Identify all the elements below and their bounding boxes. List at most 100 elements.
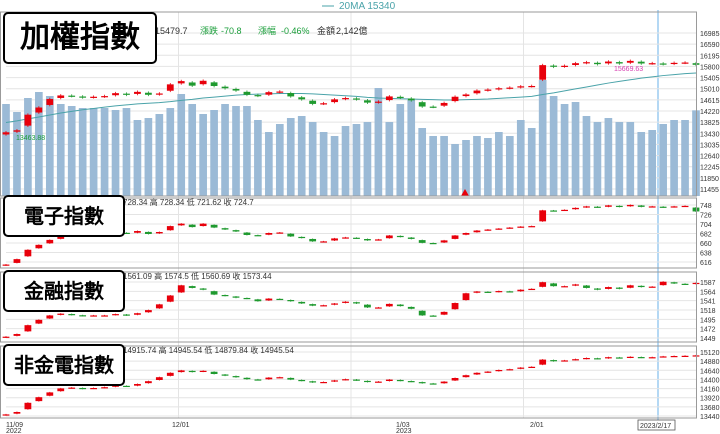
candle-body xyxy=(451,303,459,310)
candle-body xyxy=(681,62,689,64)
y-tick-label: 13035 xyxy=(700,142,720,149)
volume-bar xyxy=(89,108,98,196)
amount-label: 金額 xyxy=(317,25,335,36)
volume-bar xyxy=(659,124,667,196)
candle-body xyxy=(287,377,295,380)
candle-body xyxy=(396,379,404,382)
candle-body xyxy=(364,239,371,241)
change-label: 漲跌 xyxy=(200,26,218,36)
y-tick-label: 13825 xyxy=(700,120,720,127)
pct-label: 漲幅 xyxy=(258,25,276,36)
candle-body xyxy=(517,226,525,228)
candle-body xyxy=(462,94,470,97)
y-tick-label: 748 xyxy=(700,203,712,210)
candle-body xyxy=(407,237,415,239)
candle-body xyxy=(2,132,10,135)
candle-body xyxy=(659,356,667,358)
candle-body xyxy=(276,298,284,301)
candle-body xyxy=(615,287,623,289)
candle-body xyxy=(35,107,43,113)
low-annotation: 13463.88 xyxy=(16,135,45,142)
candle-body xyxy=(374,381,382,383)
candle-body xyxy=(221,374,229,376)
panel-ohlc-electronics: 728.34 高 728.34 低 721.62 收 724.7 xyxy=(123,197,254,207)
x-sublabel-2: 2023 xyxy=(396,428,412,434)
panel-ohlc-finance: 1561.09 高 1574.5 低 1560.69 收 1573.44 xyxy=(123,271,272,281)
candle-body xyxy=(265,92,273,95)
candle-body xyxy=(144,381,152,384)
candle-body xyxy=(659,281,667,286)
amount-value: 2,142億 xyxy=(336,25,368,36)
y-tick-label: 13680 xyxy=(700,405,720,412)
candle-body xyxy=(407,306,415,309)
candle-body xyxy=(407,98,415,101)
candle-body xyxy=(517,86,525,88)
candle-body xyxy=(418,102,426,107)
candle-body xyxy=(539,210,547,222)
volume-bar xyxy=(56,104,65,196)
change-value: -70.8 xyxy=(221,26,242,36)
candle-body xyxy=(637,285,645,288)
volume-bar xyxy=(24,98,32,196)
candle-body xyxy=(594,62,601,65)
volume-bar xyxy=(462,140,470,196)
volume-bar xyxy=(451,144,459,196)
volume-bar xyxy=(286,118,295,196)
volume-bar xyxy=(648,130,657,196)
candle-body xyxy=(320,305,328,307)
candle-body xyxy=(517,289,525,292)
candle-body xyxy=(177,285,185,293)
volume-bar xyxy=(615,122,624,196)
candle-body xyxy=(648,357,656,359)
candle-body xyxy=(57,236,65,239)
candle-body xyxy=(484,371,492,373)
candle-body xyxy=(331,238,338,241)
candle-body xyxy=(210,82,218,86)
candle-body xyxy=(276,377,284,379)
candle-body xyxy=(13,334,21,336)
candle-body xyxy=(353,237,360,239)
candle-body xyxy=(462,375,470,378)
candle-body xyxy=(418,382,426,384)
volume-bar xyxy=(374,88,383,196)
volume-bar xyxy=(144,118,153,196)
candle-body xyxy=(24,114,32,126)
cursor-date-box xyxy=(637,419,676,431)
candle-body xyxy=(374,239,382,241)
candle-body xyxy=(134,384,141,386)
y-tick-label: 12245 xyxy=(700,165,720,172)
candle-body xyxy=(495,370,503,372)
candle-body xyxy=(254,299,262,302)
y-tick-label: 15120 xyxy=(700,350,720,357)
volume-bar xyxy=(35,92,43,196)
candle-body xyxy=(364,380,371,383)
volume-bar xyxy=(560,104,569,196)
candle-body xyxy=(484,291,492,293)
volume-bar xyxy=(681,120,689,196)
candle-body xyxy=(670,206,678,208)
volume-bar xyxy=(232,106,240,196)
candle-body xyxy=(144,310,152,313)
y-tick-label: 14640 xyxy=(700,368,720,375)
volume-bar xyxy=(396,104,405,196)
volume-bar xyxy=(495,132,503,196)
candle-body xyxy=(594,206,601,208)
volume-bar xyxy=(275,124,284,196)
candle-body xyxy=(528,288,536,291)
candle-body xyxy=(594,288,601,290)
volume-bar xyxy=(429,136,437,196)
candle-body xyxy=(243,377,251,380)
y-tick-label: 682 xyxy=(700,232,712,239)
candle-body xyxy=(528,226,536,228)
candle-body xyxy=(112,385,119,387)
candle-body xyxy=(615,62,623,64)
candle-body xyxy=(484,229,492,231)
candle-body xyxy=(35,244,43,249)
candle-body xyxy=(166,226,174,231)
candle-body xyxy=(13,412,21,414)
candle-body xyxy=(331,303,338,305)
volume-bar xyxy=(352,124,361,196)
candle-body xyxy=(155,377,163,380)
candle-body xyxy=(670,282,678,284)
candle-body xyxy=(440,102,448,106)
